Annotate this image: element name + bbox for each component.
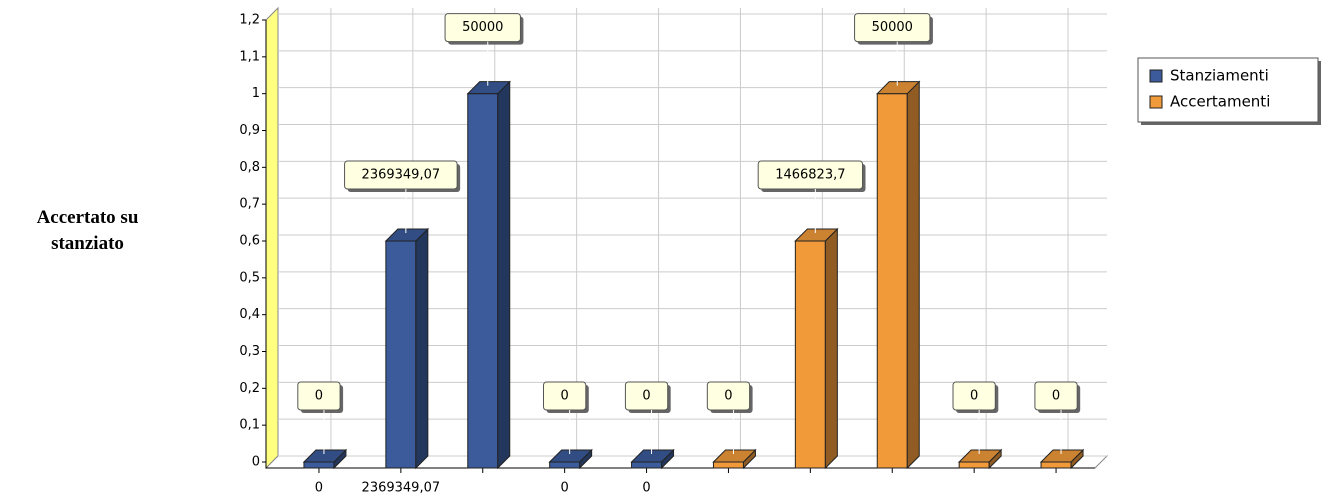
bar-front (467, 93, 499, 469)
y-tick-label: 0,9 (239, 123, 260, 138)
bar-top (630, 449, 675, 463)
data-label-box (624, 381, 669, 411)
legend-box (1137, 57, 1319, 123)
data-label-box (1034, 381, 1078, 411)
bar-top (794, 228, 839, 242)
data-label: 0 (624, 381, 671, 413)
bar-side (415, 227, 429, 470)
data-label: 50000 (444, 13, 524, 45)
x-tick-label: 0 (561, 481, 569, 496)
y-tick-label: 0 (252, 455, 260, 470)
bar-front (1040, 461, 1072, 469)
bar-front (958, 461, 990, 469)
y-tick-label: 1,2 (239, 13, 260, 28)
left-wall (265, 6, 279, 470)
bar-top (466, 81, 511, 95)
data-label-text: 0 (1052, 389, 1060, 404)
bar-front (549, 461, 581, 469)
data-label-text: 1466823,7 (775, 168, 845, 183)
bar-top (712, 449, 757, 463)
data-label: 0 (297, 381, 344, 413)
bar-front (876, 93, 908, 469)
bar-top (548, 449, 593, 463)
data-label: 0 (1034, 381, 1081, 413)
bar-top (302, 449, 348, 463)
data-label-box (706, 381, 751, 411)
data-label-box (444, 13, 521, 43)
y-tick-label: 1 (252, 86, 260, 101)
data-label: 0 (543, 381, 589, 413)
legend-label: Stanziamenti (1170, 67, 1269, 85)
legend-swatch (1149, 69, 1163, 83)
y-tick-label: 0,8 (239, 160, 260, 175)
data-label-box (297, 381, 341, 411)
y-tick-label: 0,5 (239, 270, 260, 285)
data-label-text: 50000 (462, 20, 503, 35)
bar-front (712, 461, 744, 469)
data-label: 2369349,07 (344, 160, 461, 192)
data-label-box (952, 381, 996, 411)
y-tick-label: 0,4 (239, 307, 260, 322)
bar-front (303, 461, 335, 469)
side-label: Accertato su stanziato (36, 207, 139, 254)
bar-front (794, 240, 826, 469)
x-tick-label: 2369349,07 (362, 481, 441, 496)
data-label-box (543, 381, 587, 411)
data-label-text: 0 (642, 389, 650, 404)
y-tick-label: 0,1 (239, 418, 260, 433)
bar-top (957, 449, 1003, 463)
data-label-text: 50000 (872, 20, 913, 35)
data-label-box (344, 160, 458, 190)
legend-label: Accertamenti (1170, 93, 1270, 111)
data-label-box (854, 13, 931, 43)
data-label-text: 0 (970, 389, 978, 404)
bar-side (497, 80, 511, 470)
bar-side (906, 80, 920, 470)
bar-side (824, 227, 838, 470)
y-tick-label: 0,3 (239, 344, 260, 359)
data-label: 0 (706, 381, 753, 413)
y-tick-label: 1,1 (239, 49, 260, 64)
bar-front (631, 461, 663, 469)
data-label-box (757, 160, 864, 190)
bar-top (876, 81, 921, 95)
data-label: 1466823,7 (757, 160, 866, 192)
bar-top (1039, 449, 1085, 463)
data-label-text: 0 (561, 389, 569, 404)
data-label-text: 0 (724, 389, 732, 404)
bar-top (384, 228, 430, 242)
legend-swatch (1149, 95, 1163, 109)
data-label: 50000 (854, 13, 933, 45)
y-tick-label: 0,2 (239, 381, 260, 396)
x-tick-label: 0 (642, 481, 650, 496)
data-label: 0 (952, 381, 999, 413)
y-tick-label: 0,7 (239, 197, 260, 212)
data-label-text: 2369349,07 (362, 168, 441, 183)
bar-front (385, 240, 417, 469)
y-tick-label: 0,6 (239, 234, 260, 249)
x-tick-label: 0 (315, 481, 323, 496)
data-label-text: 0 (315, 389, 323, 404)
